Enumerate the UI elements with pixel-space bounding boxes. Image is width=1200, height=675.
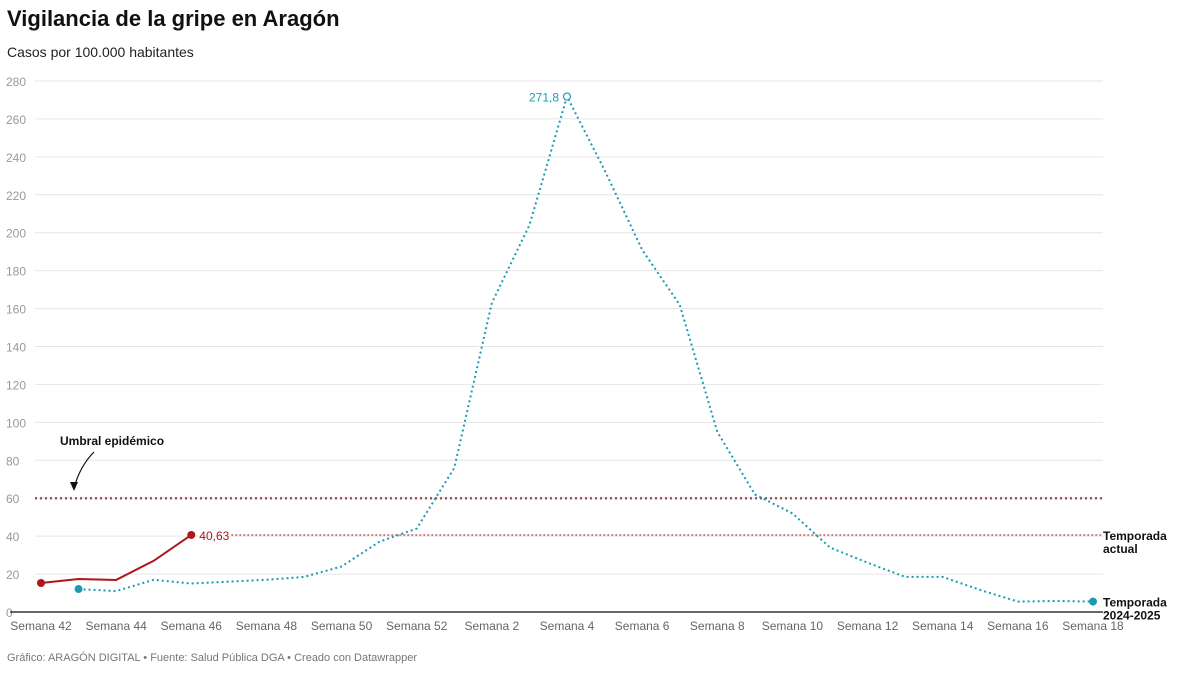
- series-label-current: Temporada: [1103, 529, 1167, 543]
- y-tick-label: 120: [6, 378, 26, 392]
- series-end-marker: [187, 530, 196, 539]
- x-tick-label: Semana 8: [690, 619, 745, 633]
- y-tick-label: 140: [6, 341, 26, 355]
- x-tick-label: Semana 52: [386, 619, 448, 633]
- y-tick-label: 180: [6, 265, 26, 279]
- peak-marker: [562, 92, 572, 101]
- x-tick-label: Semana 48: [236, 619, 298, 633]
- y-tick-label: 60: [6, 492, 20, 506]
- series-label-2024-2025: 2024-2025: [1103, 609, 1161, 623]
- peak-label: 271,8: [529, 91, 559, 105]
- y-tick-label: 80: [6, 454, 20, 468]
- series-start-marker: [74, 585, 83, 594]
- x-tick-label: Semana 14: [912, 619, 974, 633]
- y-tick-label: 160: [6, 303, 26, 317]
- y-tick-label: 280: [6, 75, 26, 89]
- y-tick-label: 40: [6, 530, 20, 544]
- x-tick-label: Semana 16: [987, 619, 1049, 633]
- x-tick-label: Semana 10: [762, 619, 824, 633]
- x-tick-label: Semana 12: [837, 619, 899, 633]
- chart-footer: Gráfico: ARAGÓN DIGITAL • Fuente: Salud …: [7, 652, 417, 664]
- series-line-current: [40, 534, 192, 584]
- y-tick-label: 240: [6, 151, 26, 165]
- x-tick-label: Semana 6: [615, 619, 670, 633]
- series-label-2024-2025: Temporada: [1103, 596, 1167, 610]
- arrow-head-icon: [70, 482, 78, 491]
- series-end-marker: [1089, 597, 1097, 606]
- x-tick-label: Semana 4: [540, 619, 595, 633]
- y-tick-label: 20: [6, 568, 20, 582]
- current-value-label: 40,63: [199, 529, 229, 543]
- y-tick-label: 220: [6, 189, 26, 203]
- x-tick-label: Semana 44: [85, 619, 147, 633]
- series-label-current: actual: [1103, 542, 1138, 556]
- y-tick-label: 260: [6, 113, 26, 127]
- y-tick-label: 200: [6, 227, 26, 241]
- chart-subtitle: Casos por 100.000 habitantes: [7, 44, 194, 60]
- x-tick-label: Semana 50: [311, 619, 373, 633]
- x-tick-label: Semana 46: [161, 619, 223, 633]
- chart-title: Vigilancia de la gripe en Aragón: [7, 6, 340, 31]
- x-tick-label: Semana 2: [465, 619, 520, 633]
- x-tick-label: Semana 42: [10, 619, 72, 633]
- y-tick-label: 0: [6, 606, 13, 620]
- series-start-marker: [37, 578, 45, 587]
- y-tick-label: 100: [6, 416, 26, 430]
- series-line-2024-2025: [78, 93, 1094, 603]
- x-tick-label: Semana 18: [1062, 619, 1124, 633]
- threshold-label: Umbral epidémico: [60, 434, 164, 448]
